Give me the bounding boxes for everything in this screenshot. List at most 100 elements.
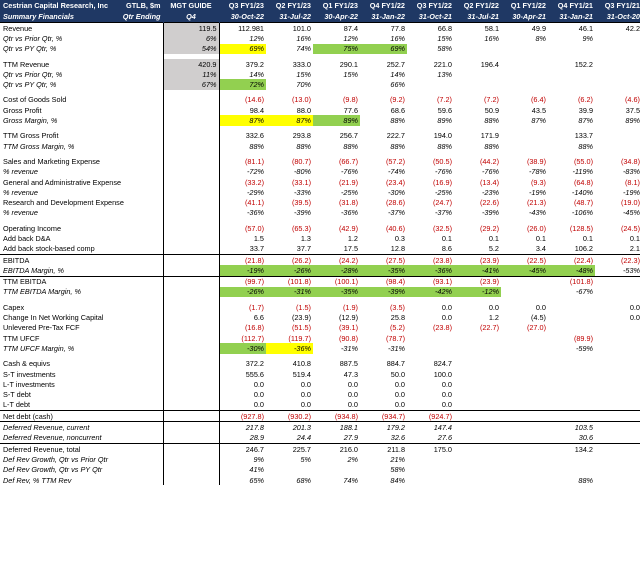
value-cell	[595, 465, 640, 475]
value-cell: (112.7)	[241, 333, 264, 343]
value-cell: (26.0)	[526, 223, 546, 233]
value-cell	[501, 141, 548, 151]
value-cell: 217.8	[219, 421, 266, 433]
mgt-guide-cell	[162, 166, 220, 177]
sheet-name: Summary Financials Qtr Ending	[0, 11, 163, 23]
value-cell: 555.6	[245, 369, 264, 379]
value-cell	[548, 390, 595, 400]
value-cell	[595, 333, 640, 343]
table-row: Deferred Revenue, total 246.7 225.7 216.0 21…	[0, 442, 640, 455]
value-cell: (22.6)	[479, 198, 499, 208]
value-cell: (32.5)	[432, 223, 452, 233]
value-cell: (38.9)	[526, 156, 546, 166]
value-cell: 69%	[219, 43, 266, 54]
mgt-guide-cell	[162, 197, 220, 208]
value-cell: (23.9)	[291, 313, 311, 323]
value-cell: 133.7	[574, 131, 593, 141]
value-cell	[595, 410, 640, 422]
value-cell: -31%	[340, 343, 358, 353]
value-cell: 87%	[531, 116, 546, 126]
value-cell: (22.7)	[479, 323, 499, 333]
value-cell: 88%	[578, 141, 593, 151]
table-row: Def Rev Growth, Qtr vs PY Qtr 41% 58%	[0, 464, 640, 475]
spacer-row	[0, 151, 640, 157]
mgt-guide-cell	[162, 399, 220, 411]
value-cell: (57.0)	[244, 223, 264, 233]
value-cell	[454, 379, 501, 389]
mgt-guide-cell	[162, 474, 220, 486]
value-cell: 8.6	[441, 244, 452, 254]
table-row: TTM EBITDA (99.7) (101.8) (100.1) (98.4) (93.…	[0, 275, 640, 287]
mgt-guide-cell	[162, 105, 220, 116]
value-cell	[501, 410, 548, 422]
value-cell	[548, 359, 595, 369]
value-cell: 1.2	[347, 233, 358, 243]
value-cell: (44.2)	[479, 156, 499, 166]
value-cell: -41%	[454, 265, 501, 277]
value-cell: -78%	[528, 167, 546, 177]
value-cell: 27.6	[437, 433, 452, 443]
value-cell: 17.5	[343, 244, 358, 254]
row-label: Def Rev Growth, Qtr vs Prior Qtr	[3, 454, 109, 464]
value-cell: 221.0	[433, 59, 452, 69]
value-cell: 201.3	[266, 421, 313, 433]
row-label: Qtr vs PY Qtr, %	[3, 44, 57, 54]
value-cell	[595, 59, 640, 69]
value-cell	[501, 454, 548, 464]
value-cell: (1.5)	[295, 302, 311, 312]
value-cell: (9.2)	[389, 95, 405, 105]
mgt-guide-header: MGT GUIDE	[162, 0, 220, 11]
value-cell: -36%	[340, 208, 358, 218]
value-cell: 0.0	[347, 400, 358, 410]
value-cell: 15%	[343, 69, 358, 79]
spacer-cell	[162, 297, 220, 303]
value-cell: 75%	[313, 43, 360, 54]
value-cell: -48%	[548, 265, 595, 277]
spacer-cell	[162, 125, 220, 131]
value-cell: 103.5	[548, 421, 595, 433]
table-row: TTM Gross Margin, % 88% 88% 88% 88% 88% 88% 88%	[0, 140, 640, 152]
value-cell: -25%	[434, 187, 452, 197]
row-label: Deferred Revenue, noncurrent	[3, 433, 102, 443]
table-row: General and Administrative Expense (33.2)…	[0, 176, 640, 188]
col-header-date: 30-Apr-22	[313, 11, 360, 23]
value-cell: 1.3	[300, 233, 311, 243]
value-cell: 68.6	[390, 105, 405, 115]
row-label: Cash & equivs	[3, 359, 51, 369]
value-cell	[407, 79, 454, 89]
value-cell: (42.9)	[338, 223, 358, 233]
row-label: Deferred Revenue, current	[0, 421, 163, 433]
spacer-row	[0, 89, 640, 95]
col-header-date: 30-Oct-22	[219, 11, 266, 23]
value-cell: 101.0	[266, 22, 313, 34]
spacer-cell	[162, 353, 220, 359]
value-cell	[501, 400, 548, 411]
value-cell: 49.9	[501, 22, 548, 34]
value-cell: 9%	[582, 33, 593, 43]
table-row: Net debt (cash) (927.8) (930.2) (934.8) (934…	[0, 410, 640, 422]
value-cell: 824.7	[433, 359, 452, 369]
value-cell: 33.7	[249, 244, 264, 254]
value-cell	[548, 400, 595, 411]
value-cell: -53%	[622, 265, 640, 275]
value-cell: 27.9	[343, 433, 358, 443]
value-cell: (22.4)	[548, 253, 595, 266]
value-cell: (51.5)	[291, 323, 311, 333]
value-cell	[548, 69, 595, 79]
mgt-guide-cell	[162, 265, 220, 277]
value-cell: 0.0	[253, 390, 264, 400]
value-cell: (119.7)	[288, 333, 311, 343]
mgt-guide-cell	[162, 115, 220, 126]
value-cell	[548, 302, 595, 312]
value-cell: 0.1	[441, 233, 452, 243]
value-cell	[595, 454, 640, 464]
value-cell: 39.9	[578, 105, 593, 115]
value-cell: (7.2)	[436, 95, 452, 105]
value-cell: (14.6)	[244, 95, 264, 105]
value-cell: 87%	[219, 115, 266, 126]
value-cell: 194.0	[433, 131, 452, 141]
spacer-row	[0, 125, 640, 131]
value-cell: 112.981	[219, 22, 266, 34]
value-cell: (3.5)	[389, 302, 405, 312]
value-cell: (21.3)	[526, 198, 546, 208]
